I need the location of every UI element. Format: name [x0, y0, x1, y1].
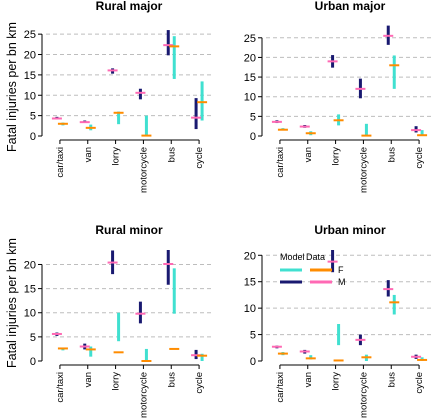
panel-title: Rural major [96, 0, 163, 13]
x-tick-label: motorcycle [138, 372, 149, 418]
x-tick-label: motorcycle [358, 147, 369, 193]
y-tick-label: 10 [244, 303, 256, 315]
x-tick-label: bus [166, 147, 177, 163]
x-tick-label: car/taxi [55, 372, 66, 403]
x-tick-label: cycle [194, 372, 205, 394]
y-tick-label: 5 [250, 111, 256, 123]
y-tick-label: 5 [250, 330, 256, 342]
y-tick-label: 20 [24, 259, 36, 271]
x-tick-label: van [83, 372, 94, 387]
y-tick-label: 15 [244, 72, 256, 84]
x-tick-label: van [303, 147, 314, 162]
panel-title: Urban major [315, 0, 386, 13]
y-tick-label: 0 [250, 356, 256, 368]
x-tick-label: car/taxi [275, 147, 286, 178]
y-axis-title: Fatal injuries per bn km Fatal injuries … [5, 22, 19, 368]
x-tick-label: motorcycle [138, 147, 149, 193]
panel-title: Rural minor [95, 223, 163, 237]
x-tick-label: cycle [194, 147, 205, 169]
x-tick-label: bus [166, 372, 177, 388]
y-tick-label: 10 [24, 90, 36, 102]
x-tick-label: van [83, 147, 94, 162]
y-tick-label: 20 [24, 50, 36, 62]
y-tick-label: 0 [30, 356, 36, 368]
y-tick-label: 20 [244, 250, 256, 262]
x-tick-label: bus [386, 147, 397, 163]
y-tick-label: 20 [244, 52, 256, 64]
panels: Rural major 0 5 10 15 20 25 car/taxi van lorry mot… [24, 0, 433, 418]
y-tick-label: 0 [250, 131, 256, 143]
y-axis-title-top: Fatal injuries per bn km [5, 22, 19, 152]
x-tick-label: lorry [331, 147, 342, 166]
legend-title-model: Model [280, 252, 305, 262]
x-tick-label: bus [386, 372, 397, 388]
y-tick-label: 10 [24, 308, 36, 320]
x-tick-label: car/taxi [275, 372, 286, 403]
x-tick-label: car/taxi [55, 147, 66, 178]
y-tick-label: 25 [244, 33, 256, 45]
y-tick-label: 15 [24, 284, 36, 296]
y-tick-label: 5 [30, 332, 36, 344]
y-tick-label: 15 [244, 277, 256, 289]
legend-title-data: Data [306, 252, 325, 262]
y-tick-label: 5 [30, 111, 36, 123]
x-tick-label: lorry [111, 147, 122, 166]
panel-title: Urban minor [314, 223, 386, 237]
x-tick-label: cycle [414, 372, 425, 394]
y-tick-label: 15 [24, 70, 36, 82]
y-tick-label: 0 [30, 131, 36, 143]
x-tick-label: motorcycle [358, 372, 369, 418]
y-axis-title-bottom: Fatal injuries per bn km [5, 238, 19, 368]
x-tick-label: van [303, 372, 314, 387]
legend-label: M [338, 277, 346, 287]
y-tick-label: 10 [244, 92, 256, 104]
panel-rural-major: Rural major 0 5 10 15 20 25 car/taxi van lorry mot… [24, 0, 213, 193]
x-tick-label: cycle [414, 147, 425, 169]
panel-rural-minor: Rural minor 0 5 10 15 20 car/taxi van lorry motor… [24, 223, 213, 418]
panel-urban-major: Urban major 0 5 10 15 20 25 car/taxi van lorry mot… [244, 0, 433, 193]
legend-label: F [338, 265, 344, 275]
panel-urban-minor: Urban minor 0 5 10 15 20 car/taxi van lorry motor… [244, 223, 433, 418]
x-tick-label: lorry [331, 372, 342, 391]
y-tick-label: 25 [24, 29, 36, 41]
x-tick-label: lorry [111, 372, 122, 391]
legend: Model Data FM [280, 252, 346, 287]
